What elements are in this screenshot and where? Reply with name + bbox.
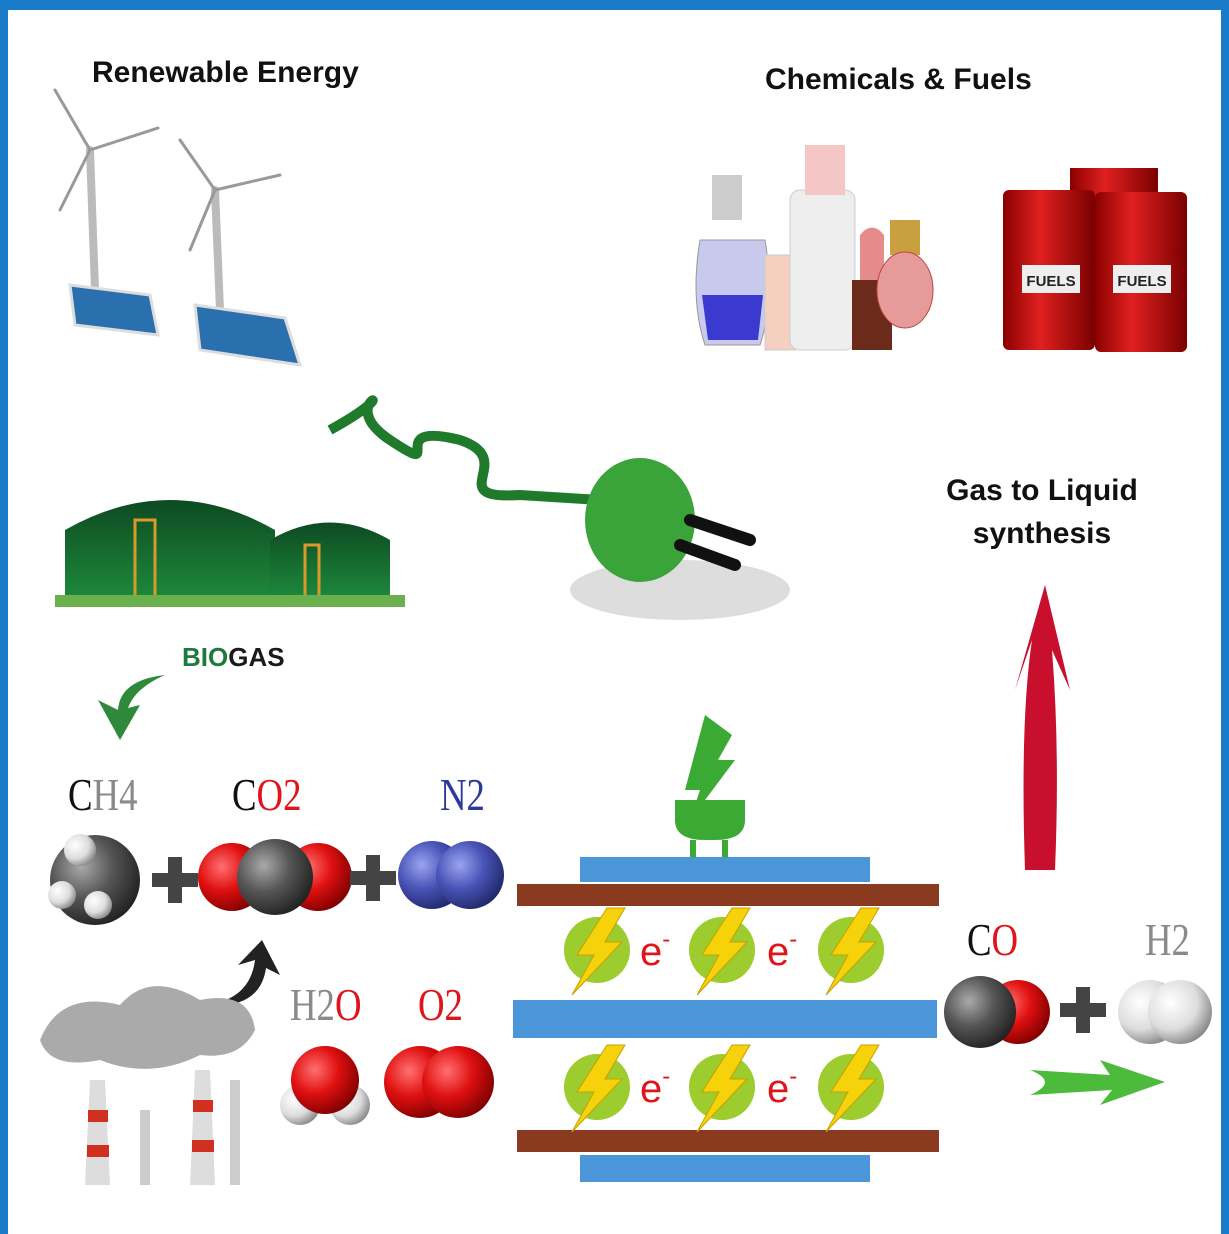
- formula: O2: [418, 980, 463, 1031]
- electron-charge: -: [789, 1063, 797, 1090]
- title: Chemicals & Fuels: [765, 63, 1032, 96]
- formula: H2O: [290, 980, 362, 1031]
- formula-part: O: [335, 980, 362, 1031]
- formula: CO2: [232, 770, 302, 821]
- formula-part: O: [992, 915, 1019, 966]
- formula-part: O2: [418, 980, 463, 1031]
- formula: CO: [967, 915, 1018, 966]
- formula-part: C: [232, 770, 257, 821]
- biogas-label: BIOGAS: [182, 642, 285, 672]
- title: Renewable Energy: [92, 56, 359, 89]
- formula-part: N2: [440, 770, 485, 821]
- electron-symbol: e: [767, 1067, 789, 1111]
- title: synthesis: [973, 517, 1111, 550]
- scene: Renewable Energy Chemicals & Fuels Gas to …: [0, 0, 1229, 1234]
- formula-part: C: [967, 915, 992, 966]
- formula-part: O2: [257, 770, 302, 821]
- formula: CH4: [68, 770, 138, 821]
- title: Gas to Liquid: [946, 474, 1138, 507]
- barrel-label: FUELS: [1026, 273, 1075, 290]
- electron-symbol: e: [640, 930, 662, 974]
- formula: H2: [1145, 915, 1190, 966]
- formula-part: H2: [1145, 915, 1190, 966]
- fuel-barrels: [1003, 168, 1187, 352]
- electron-charge: -: [789, 926, 797, 953]
- formula-part: H4: [93, 770, 138, 821]
- formula: N2: [440, 770, 485, 821]
- formula-part: H2: [290, 980, 335, 1031]
- electron-symbol: e: [767, 930, 789, 974]
- electron-charge: -: [662, 926, 670, 953]
- biogas-part: BIO: [182, 642, 228, 672]
- barrel-label: FUELS: [1117, 273, 1166, 290]
- electron-charge: -: [662, 1063, 670, 1090]
- biogas-part: GAS: [228, 642, 284, 672]
- electron-symbol: e: [640, 1067, 662, 1111]
- formula-part: C: [68, 770, 93, 821]
